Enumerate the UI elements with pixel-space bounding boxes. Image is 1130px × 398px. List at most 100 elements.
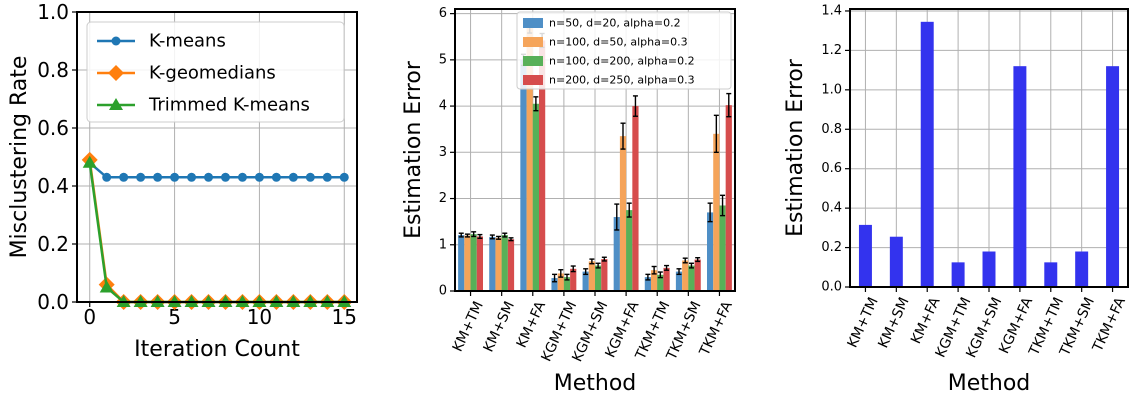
bar-tkm-fa-series-4: [725, 105, 732, 291]
data-point-series-1: [170, 172, 180, 182]
y-axis-label: Estimation Error: [401, 60, 426, 239]
legend-label: n=100, d=200, alpha=0.2: [549, 55, 695, 68]
plot-frame: [849, 8, 1129, 288]
bar-tkm-tm-series-1: [1044, 262, 1058, 287]
bar-tkm-sm-series-2: [682, 260, 689, 291]
plot-frame: [454, 8, 736, 292]
y-tick-label: 4: [439, 99, 447, 114]
data-point-series-3: [99, 280, 114, 293]
bar-kgm-fa-series-1: [613, 217, 620, 291]
panel-estimation-error-single: 0.00.20.40.60.81.01.21.4KM+TMKM+SMKM+FAK…: [783, 3, 1129, 396]
legend-label: n=50, d=20, alpha=0.2: [549, 17, 681, 30]
legend-label: K-geomedians: [149, 63, 276, 84]
data-point-series-1: [220, 172, 230, 182]
bar-kgm-fa-series-1: [1013, 66, 1027, 287]
bar-tkm-tm-series-4: [663, 267, 670, 291]
legend-label: Trimmed K-means: [148, 95, 310, 116]
bar-tkm-tm-series-1: [644, 277, 651, 291]
legend-label: n=100, d=50, alpha=0.3: [549, 36, 688, 49]
y-axis-label: Estimation Error: [783, 58, 808, 237]
panel-estimation-error-grouped: 0123456KM+TMKM+SMKM+FAKGM+TMKGM+SMKGM+FA…: [401, 6, 736, 396]
y-tick-label: 0.6: [37, 116, 69, 140]
x-tick-label: 0: [83, 305, 96, 329]
bar-tkm-fa-series-2: [713, 133, 720, 291]
legend-marker: [108, 65, 124, 81]
y-tick-label: 1.0: [821, 82, 842, 97]
y-tick-label: 0.4: [821, 201, 842, 216]
data-point-series-1: [288, 172, 298, 182]
bar-kgm-fa-series-4: [632, 106, 639, 291]
data-point-series-3: [82, 155, 97, 168]
bar-km-sm-series-4: [507, 239, 515, 291]
y-tick-label: 0.8: [37, 58, 69, 82]
bar-kgm-sm-series-1: [582, 271, 589, 291]
x-axis-label: Method: [554, 371, 637, 396]
bar-kgm-tm-series-4: [570, 268, 577, 291]
legend-box: [86, 21, 345, 123]
bar-km-sm-series-2: [495, 237, 502, 291]
y-tick-label: 6: [439, 6, 447, 21]
legend-box: [516, 11, 732, 90]
data-point-series-1: [187, 172, 197, 182]
legend-swatch: [523, 37, 543, 47]
bar-km-fa-series-3: [532, 103, 539, 291]
bar-kgm-tm-series-3: [563, 277, 571, 291]
y-tick-label: 0: [439, 284, 447, 299]
bar-tkm-fa-series-3: [719, 205, 726, 291]
x-tick-label: KM+FA: [514, 299, 550, 351]
bar-tkm-sm-series-1: [1075, 251, 1089, 287]
legend-label: K-means: [149, 31, 226, 52]
bar-kgm-sm-series-4: [601, 259, 608, 291]
x-tick-label: KM+FA: [908, 295, 944, 347]
y-tick-label: 2: [439, 191, 447, 206]
data-point-series-1: [271, 172, 281, 182]
x-axis-label: Method: [948, 371, 1031, 396]
data-point-series-1: [204, 172, 214, 182]
bar-km-tm-series-3: [470, 234, 477, 291]
series-line-1: [88, 161, 345, 179]
series-line-3: [88, 162, 345, 304]
bar-km-fa-series-2: [526, 27, 533, 292]
bar-km-fa-series-1: [520, 59, 527, 291]
bar-kgm-tm-series-2: [557, 273, 564, 291]
bar-tkm-tm-series-2: [651, 270, 658, 291]
bar-kgm-sm-series-2: [588, 261, 595, 291]
y-tick-label: 0.4: [37, 174, 69, 198]
data-point-series-1: [102, 172, 112, 182]
bar-km-tm-series-1: [458, 235, 465, 291]
bar-tkm-sm-series-4: [694, 259, 701, 291]
x-tick-label: KM+SM: [481, 299, 518, 355]
y-axis-label: Misclustering Rate: [7, 56, 32, 259]
bar-tkm-fa-series-1: [1106, 66, 1120, 287]
legend-marker: [109, 98, 123, 110]
y-tick-label: 0.0: [821, 280, 842, 295]
data-point-series-1: [254, 172, 264, 182]
bar-kgm-fa-series-2: [619, 136, 627, 291]
bar-kgm-tm-series-1: [551, 278, 558, 291]
y-tick-label: 1: [439, 237, 447, 252]
bar-tkm-sm-series-1: [675, 271, 683, 291]
data-point-series-1: [153, 172, 163, 182]
y-tick-label: 0.6: [821, 161, 842, 176]
legend-label: n=200, d=250, alpha=0.3: [549, 74, 695, 87]
bar-km-tm-series-1: [858, 224, 872, 287]
bar-km-fa-series-1: [920, 21, 934, 287]
legend-swatch: [523, 56, 543, 66]
y-tick-label: 0.2: [821, 240, 842, 255]
data-point-series-1: [339, 172, 349, 182]
legend-marker: [111, 36, 121, 46]
x-axis-label: Iteration Count: [134, 337, 300, 362]
bar-kgm-sm-series-3: [595, 265, 602, 291]
y-tick-label: 1.0: [37, 0, 69, 24]
y-tick-label: 1.4: [821, 3, 842, 18]
legend-swatch: [523, 75, 543, 85]
bar-km-sm-series-1: [889, 236, 903, 287]
y-tick-label: 0.0: [37, 290, 69, 314]
bar-tkm-sm-series-3: [688, 265, 695, 291]
y-tick-label: 3: [439, 145, 447, 160]
bar-kgm-tm-series-1: [951, 262, 965, 287]
bar-km-tm-series-2: [464, 235, 471, 291]
bar-km-fa-series-4: [539, 40, 546, 291]
y-tick-label: 1.2: [821, 43, 842, 58]
